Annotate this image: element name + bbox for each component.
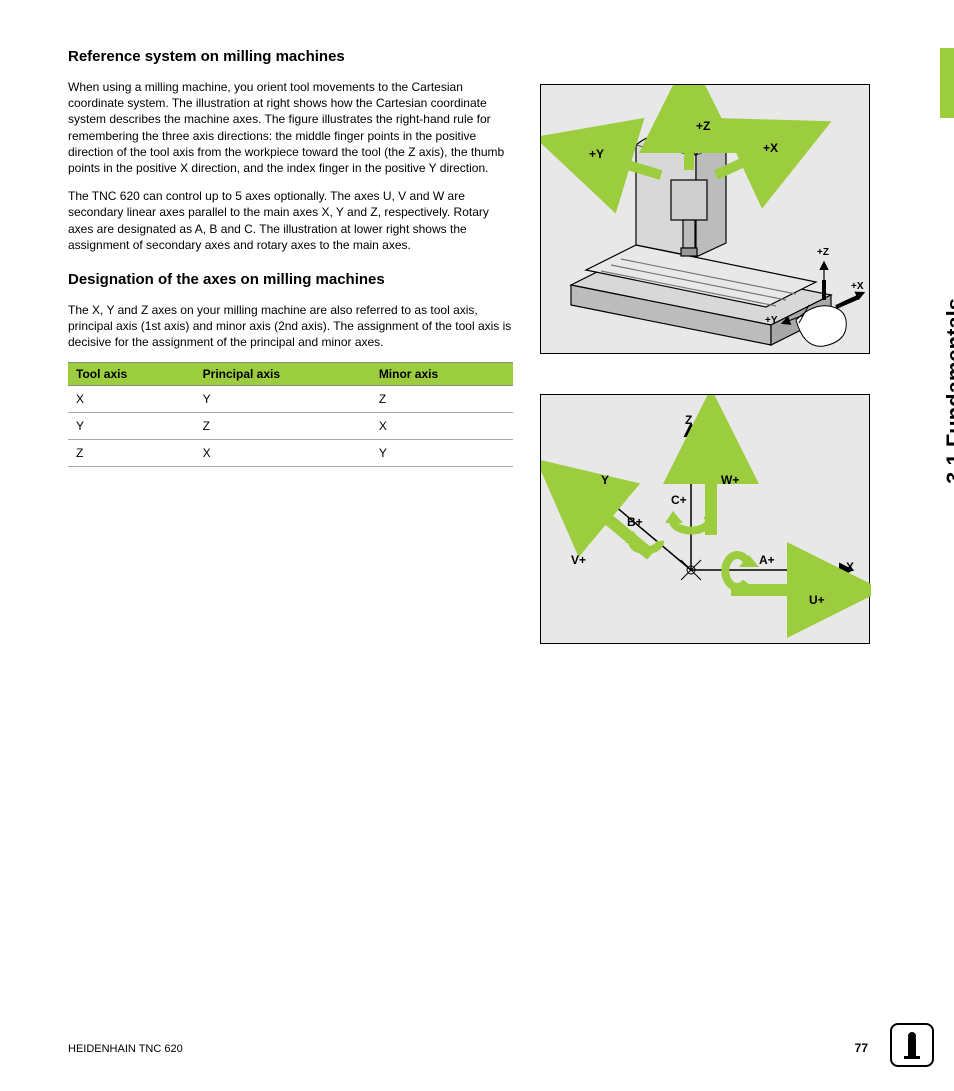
fig1-label-x: +X — [763, 141, 778, 155]
table-row: Z X Y — [68, 440, 513, 467]
cell: X — [195, 440, 371, 467]
axis-table: Tool axis Principal axis Minor axis X Y … — [68, 362, 513, 467]
fig1-label-hz: +Z — [817, 247, 829, 258]
cell: Z — [371, 386, 513, 413]
col-tool-axis: Tool axis — [68, 363, 195, 386]
left-column: Reference system on milling machines Whe… — [68, 48, 513, 467]
page-content: Reference system on milling machines Whe… — [68, 48, 888, 467]
fig2-label-w: W+ — [721, 473, 739, 487]
fig2-label-c: C+ — [671, 493, 687, 507]
cell: Y — [68, 413, 195, 440]
fig2-label-u: U+ — [809, 593, 825, 607]
para-reference-1: When using a milling machine, you orient… — [68, 79, 513, 176]
info-icon — [890, 1023, 934, 1067]
cell: Z — [195, 413, 371, 440]
table-row: Y Z X — [68, 413, 513, 440]
heading-reference-system: Reference system on milling machines — [68, 48, 513, 65]
page-footer: HEIDENHAIN TNC 620 77 — [68, 1043, 868, 1055]
footer-product: HEIDENHAIN TNC 620 — [68, 1043, 183, 1055]
fig2-label-x: X — [846, 560, 854, 574]
para-designation-1: The X, Y and Z axes on your milling mach… — [68, 302, 513, 351]
sidebar-section-label: 3.1 Fundamentals — [942, 298, 954, 484]
right-column: +Y +Z +X +Z +X +Y — [540, 84, 870, 644]
col-minor-axis: Minor axis — [371, 363, 513, 386]
fig2-label-v: V+ — [571, 553, 586, 567]
col-principal-axis: Principal axis — [195, 363, 371, 386]
figure-milling-machine: +Y +Z +X +Z +X +Y — [540, 84, 870, 354]
info-icon-serif — [904, 1056, 920, 1059]
para-reference-2: The TNC 620 can control up to 5 axes opt… — [68, 188, 513, 253]
fig2-label-b: B+ — [627, 515, 643, 529]
fig1-label-y: +Y — [589, 147, 604, 161]
fig2-label-a: A+ — [759, 553, 775, 567]
figure-axes-diagram: Z Y X W+ C+ B+ V+ A+ U+ — [540, 394, 870, 644]
fig1-label-hy: +Y — [765, 315, 778, 326]
table-header-row: Tool axis Principal axis Minor axis — [68, 363, 513, 386]
axes-diagram-svg — [541, 395, 871, 645]
cell: X — [68, 386, 195, 413]
cell: Z — [68, 440, 195, 467]
footer-page-number: 77 — [855, 1041, 868, 1055]
fig2-label-z: Z — [685, 413, 692, 427]
cell: Y — [195, 386, 371, 413]
cell: X — [371, 413, 513, 440]
fig1-label-z: +Z — [696, 119, 710, 133]
heading-designation: Designation of the axes on milling machi… — [68, 271, 513, 288]
cell: Y — [371, 440, 513, 467]
info-icon-stem — [908, 1038, 916, 1058]
sidebar-accent — [940, 48, 954, 118]
fig1-label-hx: +X — [851, 281, 864, 292]
table-row: X Y Z — [68, 386, 513, 413]
fig2-label-y: Y — [601, 473, 609, 487]
